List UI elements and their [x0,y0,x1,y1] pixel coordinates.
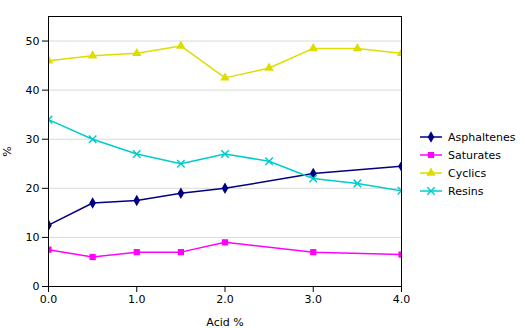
svg-text:4.0: 4.0 [393,293,411,306]
svg-text:40: 40 [26,84,40,97]
svg-text:3.0: 3.0 [305,293,323,306]
html-text:Cyclics: Cyclics [448,166,487,180]
svg-text:0: 0 [33,280,40,293]
svg-text:0.0: 0.0 [40,293,58,306]
svg-text:50: 50 [26,35,40,48]
html-text:Saturates: Saturates [448,148,502,162]
html-text:Resins: Resins [448,184,484,198]
svg-text:Acid %: Acid % [206,316,243,328]
svg-text:%: % [1,146,14,156]
svg-text:30: 30 [26,133,40,146]
svg-text:10: 10 [26,231,40,244]
svg-text:1.0: 1.0 [128,293,146,306]
html-text:Asphaltenes: Asphaltenes [448,130,516,144]
svg-text:2.0: 2.0 [216,293,234,306]
svg-text:20: 20 [26,182,40,195]
